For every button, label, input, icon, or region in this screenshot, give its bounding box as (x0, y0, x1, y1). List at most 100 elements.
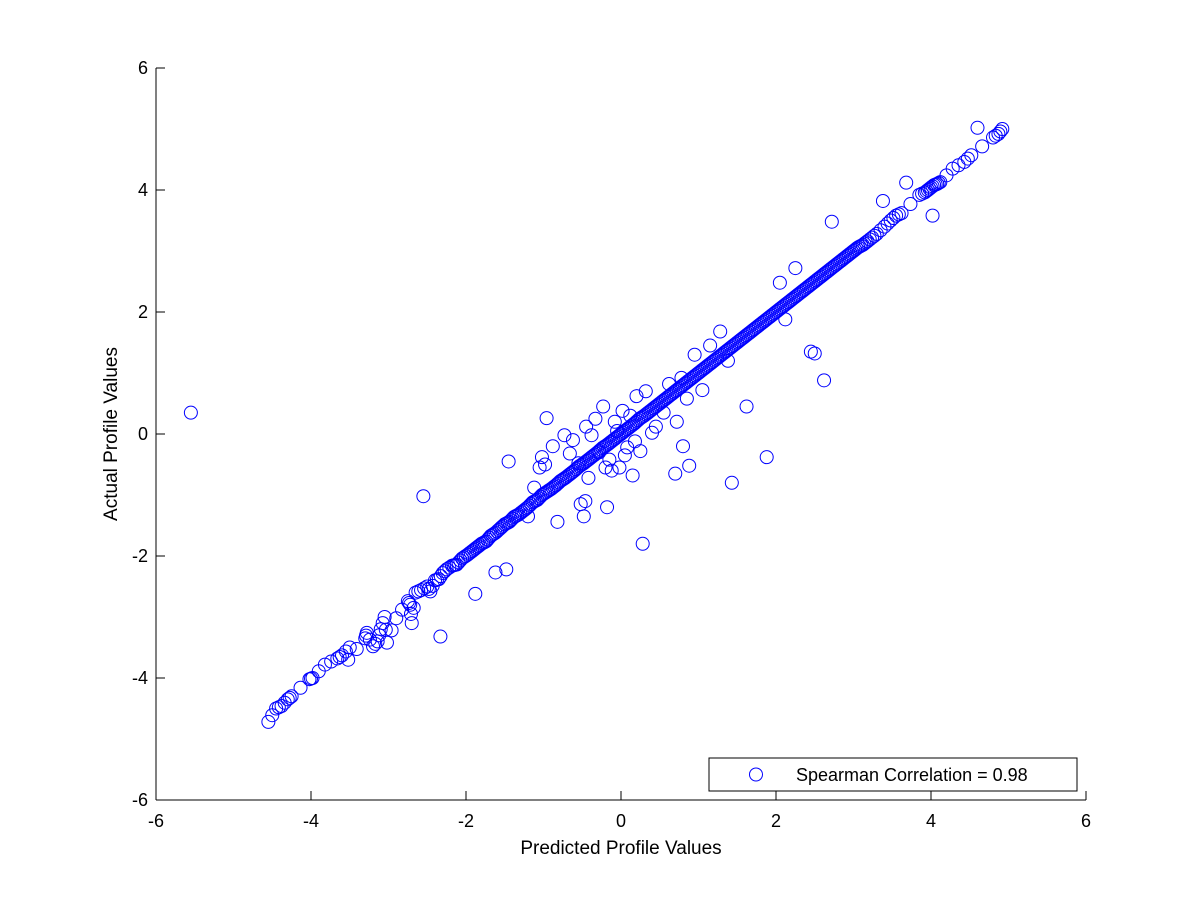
data-point (975, 139, 990, 154)
data-point (404, 616, 419, 631)
data-point (600, 500, 615, 515)
y-tick-label: -6 (132, 790, 148, 810)
data-point (894, 206, 909, 221)
legend: Spearman Correlation = 0.98 (708, 757, 1078, 792)
data-point (538, 457, 553, 472)
x-tick-label: 2 (771, 811, 781, 831)
data-point (687, 347, 702, 362)
data-point (384, 623, 399, 638)
axes: -6 -4 -2 0 2 4 6 -6 -4 -2 0 2 4 6 (132, 58, 1091, 831)
data-point (282, 690, 297, 705)
data-point (368, 636, 383, 651)
data-point (598, 460, 613, 475)
data-point (581, 470, 596, 485)
legend-label: Spearman Correlation = 0.98 (796, 765, 1028, 785)
data-point (488, 565, 503, 580)
data-point (588, 411, 603, 426)
x-axis-label: Predicted Profile Values (520, 838, 721, 859)
data-point (869, 226, 884, 241)
data-point (817, 373, 832, 388)
data-point (534, 450, 549, 465)
data-point (617, 448, 632, 463)
data-point (183, 405, 198, 420)
y-axis-label: Actual Profile Values (101, 347, 122, 521)
data-point (880, 216, 895, 231)
data-point (527, 480, 542, 495)
data-point (615, 403, 630, 418)
data-point (860, 234, 875, 249)
data-point (501, 454, 516, 469)
data-point (417, 581, 432, 596)
y-tick-label: 4 (138, 180, 148, 200)
data-point (713, 324, 728, 339)
data-point (545, 439, 560, 454)
data-point (931, 175, 946, 190)
legend-marker-icon (749, 767, 763, 782)
data-point (648, 419, 663, 434)
data-point (739, 399, 754, 414)
x-tick-label: 6 (1081, 811, 1091, 831)
data-point (604, 463, 619, 478)
data-point (379, 635, 394, 650)
data-point (342, 640, 357, 655)
data-point (550, 514, 565, 529)
data-point (772, 275, 787, 290)
data-point (539, 411, 554, 426)
x-tick-label: 0 (616, 811, 626, 831)
data-point (703, 338, 718, 353)
data-point (576, 509, 591, 524)
data-point (592, 445, 607, 460)
data-point (629, 389, 644, 404)
data-point (403, 597, 418, 612)
x-tick-label: -6 (148, 811, 164, 831)
data-point (635, 536, 650, 551)
data-point (668, 466, 683, 481)
data-point (468, 586, 483, 601)
data-point (403, 606, 418, 621)
data-point (571, 456, 586, 471)
data-point (662, 376, 677, 391)
data-point (362, 632, 377, 647)
data-point (724, 475, 739, 490)
data-point (656, 405, 671, 420)
data-point (855, 237, 870, 252)
data-point (899, 175, 914, 190)
data-point (602, 452, 617, 467)
data-point (565, 433, 580, 448)
data-point (324, 654, 339, 669)
data-point (759, 450, 774, 465)
data-point (925, 208, 940, 223)
data-point (612, 460, 627, 475)
data-point (341, 652, 356, 667)
data-point (638, 384, 653, 399)
data-point (807, 346, 822, 361)
y-tick-label: 2 (138, 302, 148, 322)
data-point (349, 642, 364, 657)
x-tick-label: 4 (926, 811, 936, 831)
data-point (375, 616, 390, 631)
data-point (607, 414, 622, 429)
data-point (995, 122, 1010, 136)
data-point (875, 193, 890, 208)
x-tick-label: -2 (458, 811, 474, 831)
data-point (557, 428, 572, 443)
data-point (720, 353, 735, 368)
data-point (674, 370, 689, 385)
data-point (824, 214, 839, 229)
data-point (695, 383, 710, 398)
data-point (521, 509, 535, 524)
data-point (261, 714, 276, 729)
data-point (330, 651, 345, 666)
data-point (584, 428, 599, 443)
data-points (183, 120, 1010, 729)
data-point (788, 261, 803, 276)
data-point (579, 419, 594, 434)
data-point (679, 391, 694, 406)
data-point (596, 399, 611, 414)
y-tick-label: -2 (132, 546, 148, 566)
data-point (633, 444, 648, 459)
data-point (970, 120, 985, 135)
data-point (338, 644, 353, 659)
data-point (293, 680, 308, 695)
